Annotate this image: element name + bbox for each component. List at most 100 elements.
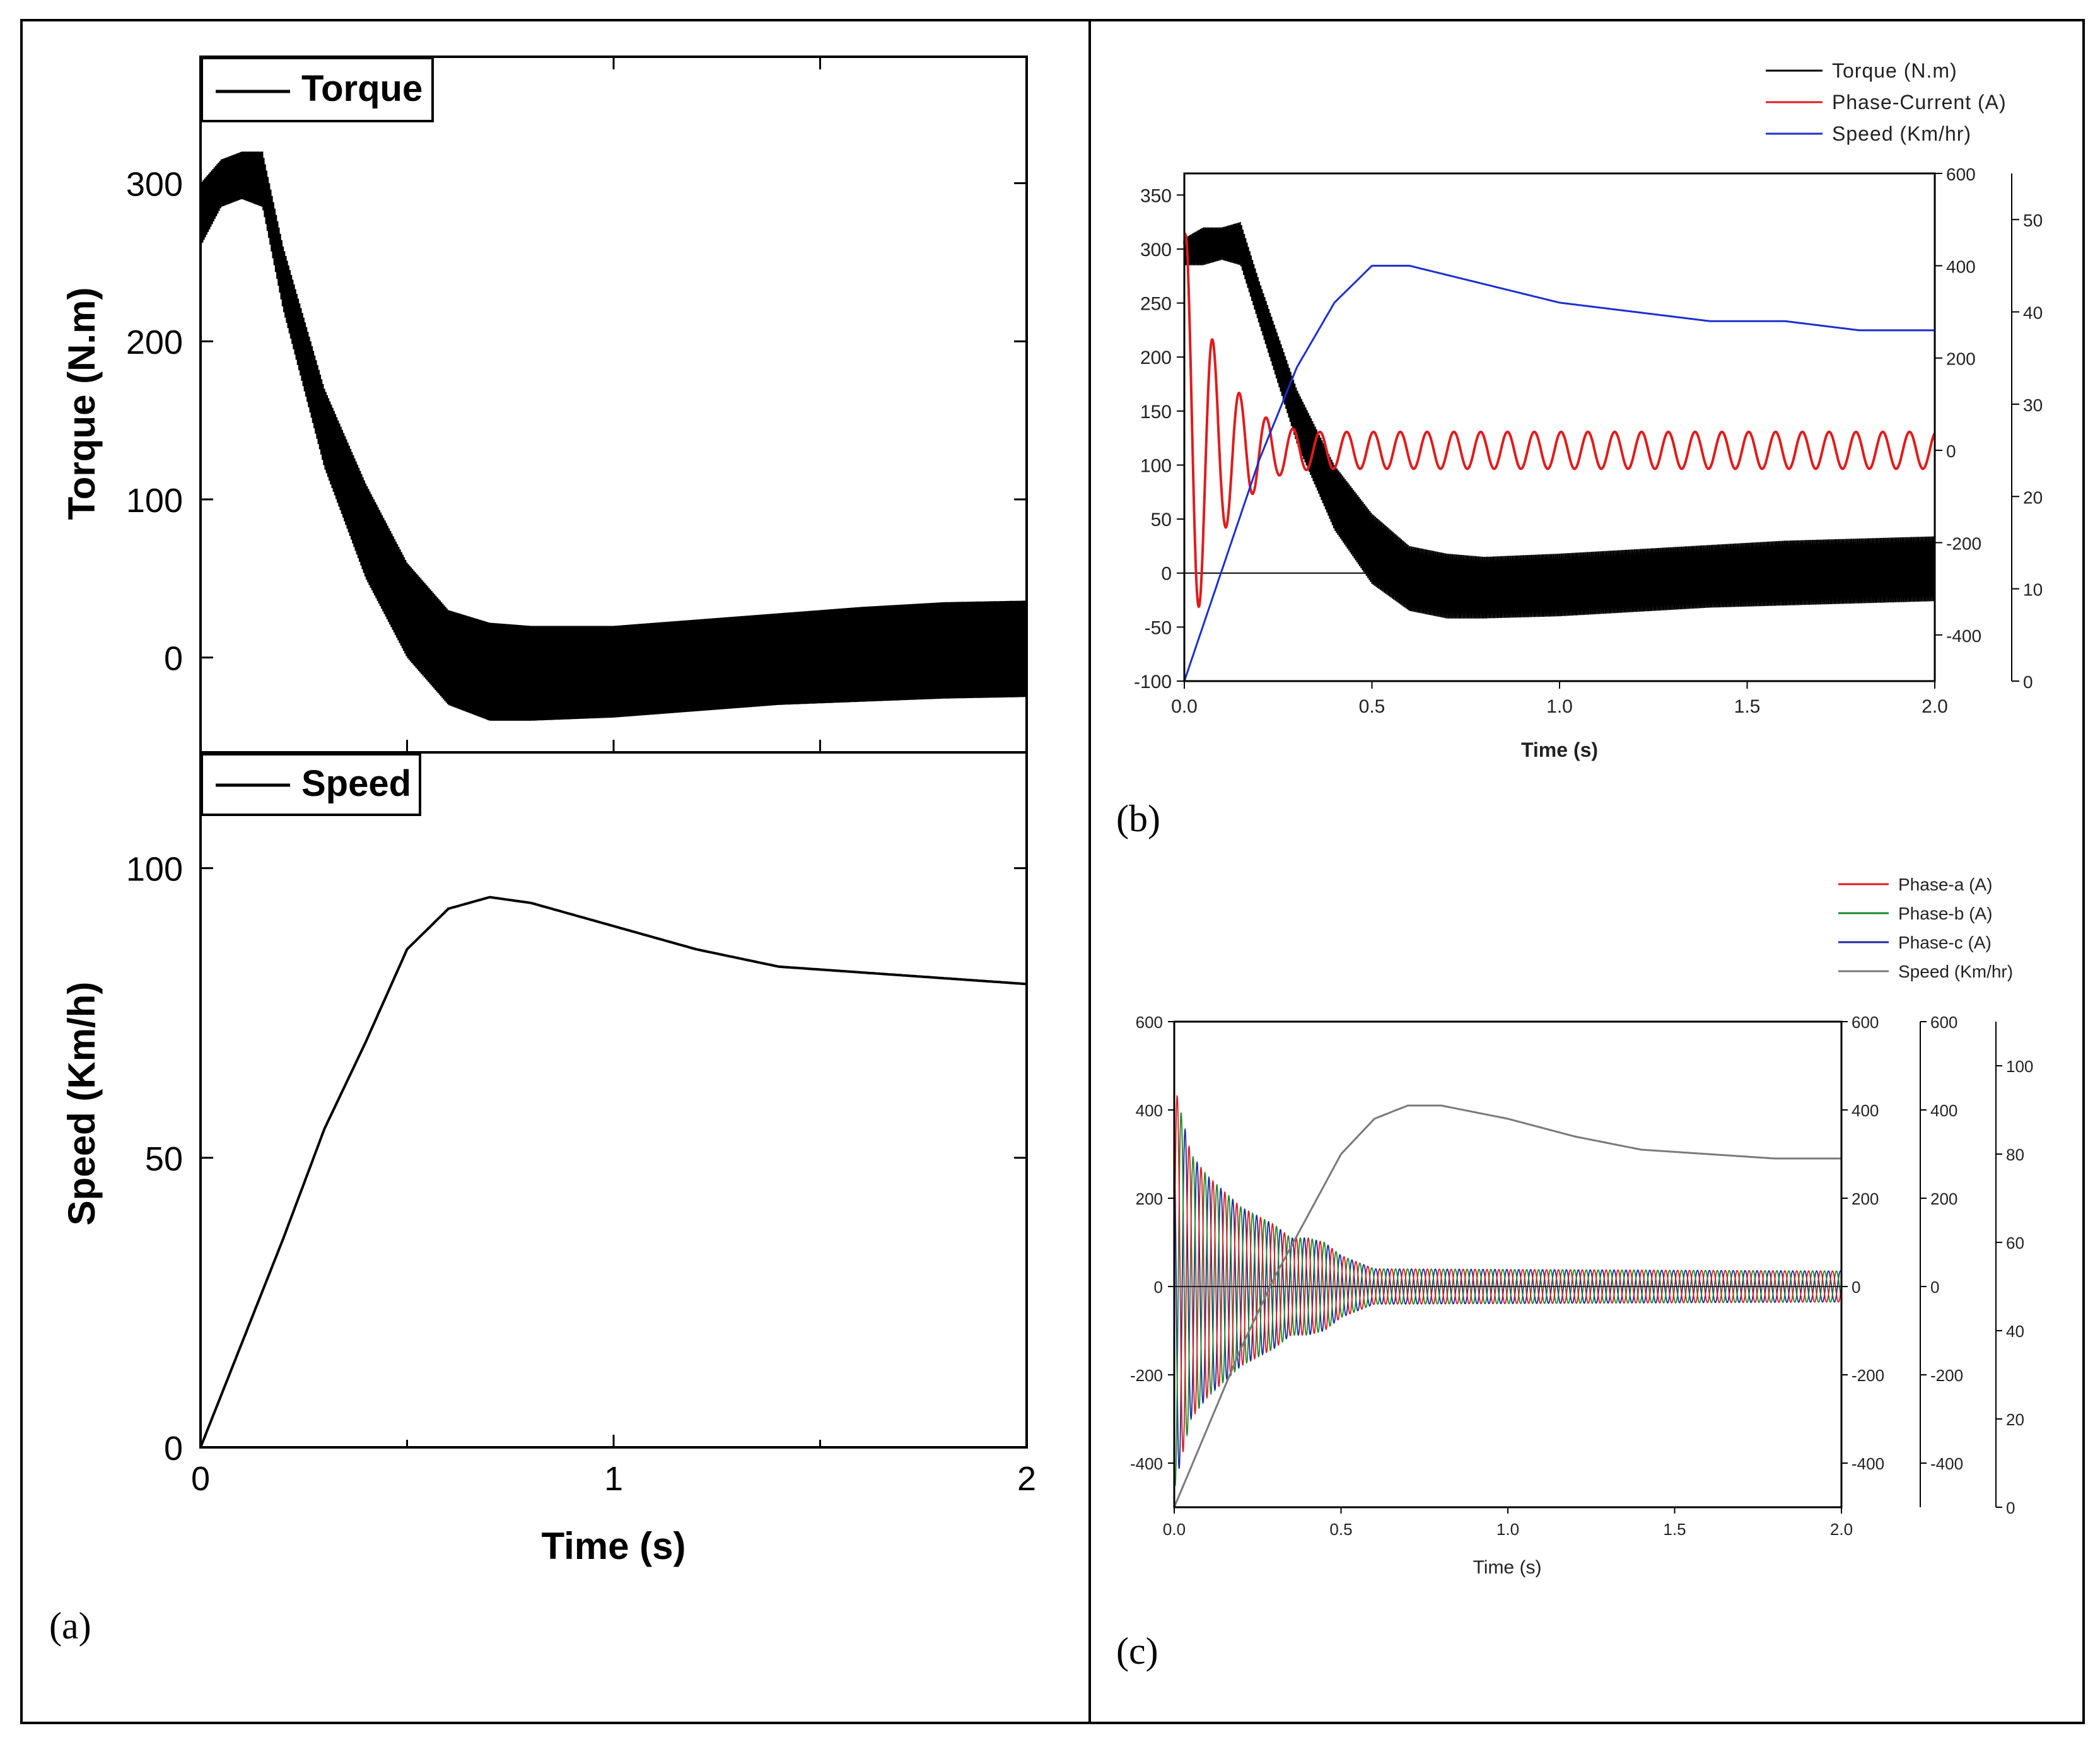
a-top-y-axis-label: Torque (N.m)	[61, 288, 103, 520]
c-x-tick-label: 2.0	[1830, 1520, 1853, 1539]
c-left-y-tick-label: 0	[1154, 1278, 1163, 1297]
a-top-y-tick-label: 100	[126, 482, 183, 520]
c-x-tick-label: 1.5	[1663, 1520, 1686, 1539]
b-left-y-tick-label: 100	[1140, 455, 1172, 476]
a-bottom-legend-label: Speed	[301, 763, 411, 804]
b-x-tick-label: 2.0	[1922, 696, 1948, 717]
b-right1-y-tick-label: -400	[1946, 626, 1981, 646]
c-plot-data	[1173, 1094, 1842, 1508]
b-legend-label: Phase-Current (A)	[1832, 91, 2007, 114]
a-top-y-tick-label: 0	[164, 640, 183, 678]
a-top-legend: Torque	[201, 57, 434, 122]
c-legend-label: Phase-b (A)	[1898, 904, 1992, 923]
c-left-y-tick-label: -400	[1130, 1454, 1163, 1473]
b-legend-label: Torque (N.m)	[1832, 59, 1957, 82]
c-left-y-tick-label: 600	[1136, 1013, 1163, 1032]
c-right2-y-tick-label: 200	[1930, 1189, 1957, 1208]
c-right1-y-tick-label: 0	[1852, 1278, 1860, 1297]
c-left-y-tick-label: 400	[1136, 1101, 1163, 1120]
panel-a-label: (a)	[49, 1605, 91, 1647]
b-right2-y-tick-label: 30	[2023, 395, 2043, 415]
b-x-tick-label: 1.5	[1734, 696, 1761, 717]
c-right1-y-tick-label: -200	[1852, 1366, 1884, 1385]
a-bottom-x-tick-label: 0	[191, 1460, 210, 1498]
a-top-plot-data	[199, 151, 1028, 721]
a-torque-series-line	[199, 151, 1028, 721]
b-speed-series-line	[1183, 264, 1935, 682]
b-left-y-tick-label: 0	[1161, 564, 1172, 585]
c-legend-label: Phase-a (A)	[1898, 875, 1992, 894]
panel-a: 0 100 200 300 0 50 100 0 1 2 Torque Speed Torque…	[49, 55, 1036, 1647]
b-x-tick-label: 0.5	[1359, 696, 1385, 717]
b-left-y-tick-label: 300	[1140, 240, 1172, 260]
c-right2-y-tick-label: 0	[1930, 1278, 1939, 1297]
c-x-tick-label: 1.0	[1496, 1520, 1519, 1539]
c-legend-label: Speed (Km/hr)	[1898, 962, 2013, 981]
b-legend-label: Speed (Km/hr)	[1832, 122, 1971, 145]
a-top-ticks: 0 100 200 300	[126, 57, 1027, 752]
a-bottom-x-tick-label: 1	[604, 1460, 623, 1498]
b-left-y-tick-label: 350	[1140, 185, 1172, 206]
a-top-y-tick-label: 200	[126, 324, 183, 361]
panel-b-label: (b)	[1116, 798, 1160, 839]
b-legend: Torque (N.m) Phase-Current (A) Speed (Km/h…	[1766, 59, 2007, 145]
b-x-tick-label: 0.0	[1171, 696, 1198, 717]
c-x-tick-label: 0.5	[1329, 1520, 1352, 1539]
b-right2-y-tick-label: 10	[2023, 580, 2043, 600]
c-right2-y-tick-label: 600	[1930, 1013, 1957, 1032]
c-right3-y-tick-label: 0	[2006, 1498, 2015, 1517]
c-x-tick-label: 0.0	[1163, 1520, 1186, 1539]
c-axes: -400-2000200400600-400-2000200400600-400…	[1130, 1013, 2033, 1539]
a-bottom-ticks: 0 50 100 0 1 2	[126, 851, 1036, 1498]
b-right2-y-tick-label: 40	[2023, 303, 2043, 323]
b-left-y-tick-label: 50	[1151, 510, 1172, 530]
a-bottom-plot-frame	[199, 751, 1028, 1449]
c-right1-y-tick-label: 600	[1852, 1013, 1879, 1032]
panel-b: -100 -50 0 50 100 150 200 250 300 350 -400 -200 0 200…	[1116, 59, 2043, 839]
c-right3-y-tick-label: 80	[2006, 1145, 2024, 1164]
c-right1-y-tick-label: -400	[1852, 1454, 1884, 1473]
b-left-y-tick-label: -50	[1145, 617, 1172, 638]
b-left-y-tick-label: -100	[1134, 672, 1172, 692]
b-right1-y-tick-label: 400	[1946, 257, 1976, 276]
b-plot-data	[1183, 222, 1936, 682]
a-bottom-y-axis-label: Speed (Km/h)	[61, 982, 103, 1226]
panel-c: -400-2000200400600-400-2000200400600-400…	[1116, 875, 2033, 1672]
c-right3-y-tick-label: 40	[2006, 1322, 2024, 1341]
c-speed-series-line	[1173, 1104, 1841, 1508]
a-bottom-y-tick-label: 100	[126, 851, 183, 889]
b-right1-y-tick-label: 600	[1946, 165, 1976, 184]
b-right1-y-tick-label: 200	[1946, 349, 1976, 369]
a-bottom-y-tick-label: 50	[145, 1140, 183, 1178]
a-top-y-tick-label: 300	[126, 166, 183, 204]
a-bottom-legend: Speed	[201, 753, 421, 816]
b-right1-y-tick-label: -200	[1946, 534, 1981, 553]
a-x-axis-label: Time (s)	[542, 1525, 686, 1567]
c-legend: Phase-a (A) Phase-b (A) Phase-c (A) Speed (…	[1838, 875, 2013, 981]
c-left-y-tick-label: 200	[1136, 1189, 1163, 1208]
b-left-y-tick-label: 250	[1140, 294, 1172, 315]
a-bottom-plot-data	[199, 896, 1027, 1448]
b-right2-y-tick-label: 50	[2023, 211, 2043, 230]
c-right2-y-tick-label: 400	[1930, 1101, 1957, 1120]
a-top-legend-label: Torque	[301, 68, 423, 109]
c-right1-y-tick-label: 200	[1852, 1189, 1879, 1208]
b-left-y-tick-label: 200	[1140, 347, 1172, 368]
a-bottom-x-tick-label: 2	[1017, 1460, 1036, 1498]
b-left-y-tick-label: 150	[1140, 402, 1172, 423]
panel-c-label: (c)	[1116, 1630, 1158, 1672]
b-phase-current-series-line	[1183, 232, 1936, 609]
c-legend-label: Phase-c (A)	[1898, 933, 1992, 952]
b-torque-series-line	[1184, 222, 1935, 619]
b-x-axis-label: Time (s)	[1521, 738, 1598, 761]
b-axes: -100 -50 0 50 100 150 200 250 300 350 -400 -200 0 200…	[1134, 165, 2043, 717]
c-right3-y-tick-label: 100	[2006, 1057, 2033, 1076]
a-bottom-y-tick-label: 0	[164, 1430, 183, 1468]
c-right3-y-tick-label: 20	[2006, 1410, 2024, 1429]
c-x-axis-label: Time (s)	[1473, 1557, 1542, 1578]
b-x-tick-label: 1.0	[1546, 696, 1573, 717]
figure-frame	[20, 19, 2085, 1724]
b-right1-y-tick-label: 0	[1946, 441, 1956, 461]
c-left-y-tick-label: -200	[1130, 1366, 1163, 1385]
